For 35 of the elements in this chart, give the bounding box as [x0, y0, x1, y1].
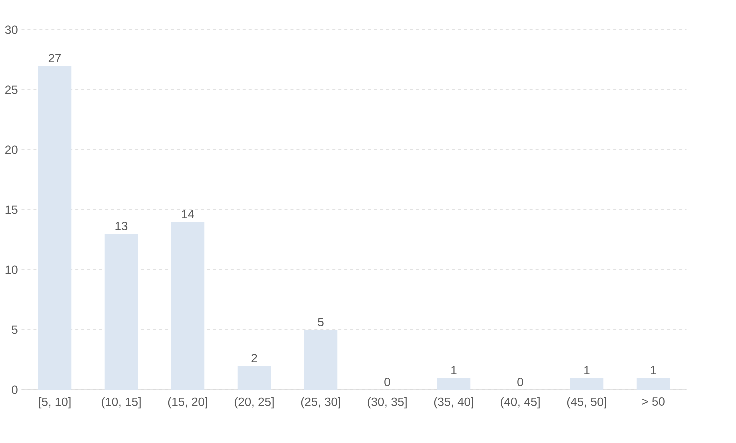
y-tick-label: 30	[5, 26, 18, 34]
data-label: 1	[651, 366, 656, 374]
data-label: 0	[384, 378, 390, 386]
y-tick-label: 0	[12, 386, 18, 394]
data-label: 1	[584, 366, 590, 374]
x-tick-label: (35, 40]	[434, 398, 474, 409]
x-tick-label: (15, 20]	[168, 398, 208, 409]
bar	[38, 66, 72, 390]
data-label: 5	[318, 318, 324, 326]
y-tick-label: 15	[6, 206, 18, 214]
x-tick-label: (30, 35]	[368, 398, 407, 409]
y-tick-label: 25	[6, 86, 18, 94]
x-tick-label: (20, 25]	[234, 398, 274, 409]
bar	[104, 234, 138, 390]
data-label: 2	[252, 354, 258, 362]
y-tick-label: 10	[6, 266, 18, 274]
data-label: 1	[452, 366, 457, 374]
x-tick-label: [5, 10]	[39, 398, 71, 409]
bar	[171, 222, 205, 390]
x-tick-label: (25, 30]	[301, 398, 340, 409]
data-label: 14	[182, 210, 194, 218]
x-tick-label: (10, 15]	[102, 398, 141, 409]
x-tick-label: (45, 50]	[567, 398, 606, 409]
bar	[636, 378, 670, 390]
bar	[437, 378, 471, 390]
x-tick-label: > 50	[642, 398, 665, 406]
data-label: 0	[518, 378, 524, 386]
y-tick-label: 5	[12, 326, 18, 334]
data-label: 27	[48, 54, 62, 62]
y-tick-label: 20	[6, 146, 18, 154]
bar	[238, 366, 272, 390]
x-tick-label: (40, 45]	[500, 398, 540, 409]
data-label: 13	[116, 222, 128, 230]
bar	[570, 378, 604, 390]
bar	[304, 330, 338, 390]
